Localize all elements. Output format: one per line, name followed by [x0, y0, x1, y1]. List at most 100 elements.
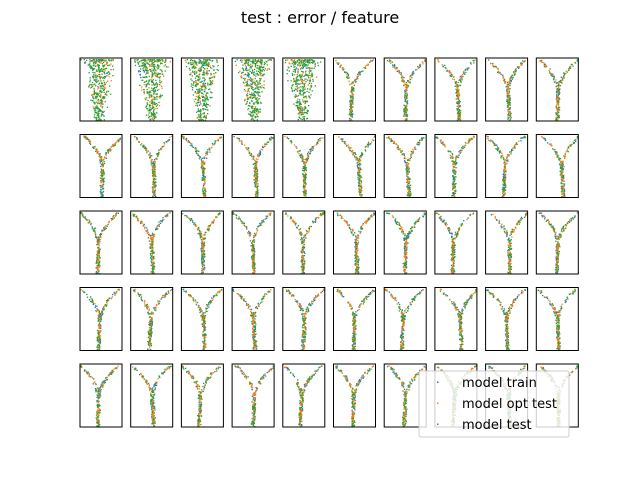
data-point: [507, 92, 509, 94]
data-point: [351, 96, 353, 98]
data-point: [96, 107, 98, 109]
data-point: [100, 163, 103, 165]
data-point: [99, 158, 101, 160]
data-point: [397, 145, 399, 148]
data-point: [153, 66, 155, 68]
data-point: [300, 60, 303, 62]
data-point: [562, 77, 564, 79]
data-point: [348, 80, 350, 82]
data-point: [555, 91, 558, 93]
data-point: [256, 170, 258, 172]
data-point: [509, 104, 511, 106]
data-point: [200, 112, 202, 114]
data-point: [99, 153, 101, 155]
data-point: [310, 147, 313, 149]
data-point: [195, 67, 197, 69]
data-point: [304, 158, 306, 160]
data-point: [150, 102, 152, 104]
data-point: [154, 172, 156, 174]
data-point: [88, 86, 90, 88]
data-point: [153, 60, 156, 63]
data-point: [468, 140, 471, 143]
data-point: [144, 63, 146, 65]
data-point: [188, 62, 190, 64]
data-point: [300, 155, 302, 157]
data-point: [259, 66, 262, 68]
data-point: [203, 62, 205, 65]
data-point: [151, 155, 153, 157]
data-point: [103, 158, 105, 160]
data-point: [254, 183, 256, 185]
data-point: [254, 164, 256, 166]
data-point: [451, 154, 454, 156]
data-point: [311, 75, 313, 77]
data-point: [307, 110, 309, 113]
data-point: [99, 90, 101, 92]
data-point: [459, 115, 461, 117]
data-point: [256, 61, 258, 64]
data-point: [104, 60, 106, 62]
data-point: [408, 180, 410, 182]
data-point: [90, 84, 93, 86]
data-point: [457, 87, 459, 89]
data-point: [101, 172, 103, 175]
data-point: [304, 107, 307, 109]
data-point: [100, 174, 102, 177]
data-point: [576, 60, 579, 62]
data-point: [138, 141, 140, 143]
subplot-panel: [333, 57, 376, 122]
data-point: [112, 68, 115, 71]
data-point: [205, 193, 207, 196]
data-point: [90, 67, 92, 69]
data-point: [200, 159, 202, 161]
data-point: [408, 177, 410, 179]
data-point: [101, 76, 103, 78]
data-point: [197, 78, 199, 81]
data-point: [253, 62, 255, 65]
data-point: [496, 144, 498, 146]
data-point: [143, 59, 145, 61]
data-point: [303, 189, 306, 192]
data-point: [100, 68, 102, 70]
data-point: [350, 108, 352, 110]
data-point: [104, 87, 106, 89]
data-point: [299, 89, 301, 91]
data-point: [155, 71, 157, 73]
data-point: [203, 157, 205, 159]
data-point: [91, 85, 94, 87]
data-point: [101, 165, 104, 167]
data-point: [93, 61, 95, 63]
data-point: [297, 108, 300, 110]
data-point: [351, 81, 354, 83]
data-point: [304, 161, 307, 163]
data-point: [264, 144, 267, 146]
data-point: [95, 150, 97, 152]
data-point: [304, 178, 306, 181]
data-point: [149, 104, 151, 107]
data-point: [101, 101, 103, 103]
data-point: [458, 151, 460, 153]
data-point: [155, 73, 157, 75]
data-point: [104, 97, 106, 99]
data-point: [456, 85, 458, 87]
data-point: [197, 91, 199, 93]
data-point: [94, 79, 96, 81]
data-point: [304, 87, 306, 89]
data-point: [202, 93, 205, 95]
data-point: [159, 59, 161, 61]
data-point: [103, 89, 105, 91]
data-point: [216, 68, 218, 71]
data-point: [256, 72, 259, 75]
data-point: [155, 175, 157, 178]
data-point: [197, 84, 199, 86]
data-point: [456, 102, 458, 104]
data-point: [148, 108, 151, 110]
data-point: [203, 86, 205, 88]
data-point: [204, 101, 206, 103]
data-point: [489, 140, 492, 142]
data-point: [497, 147, 499, 150]
data-point: [84, 136, 86, 139]
data-point: [405, 157, 407, 160]
data-point: [305, 167, 307, 169]
data-point: [155, 116, 157, 118]
